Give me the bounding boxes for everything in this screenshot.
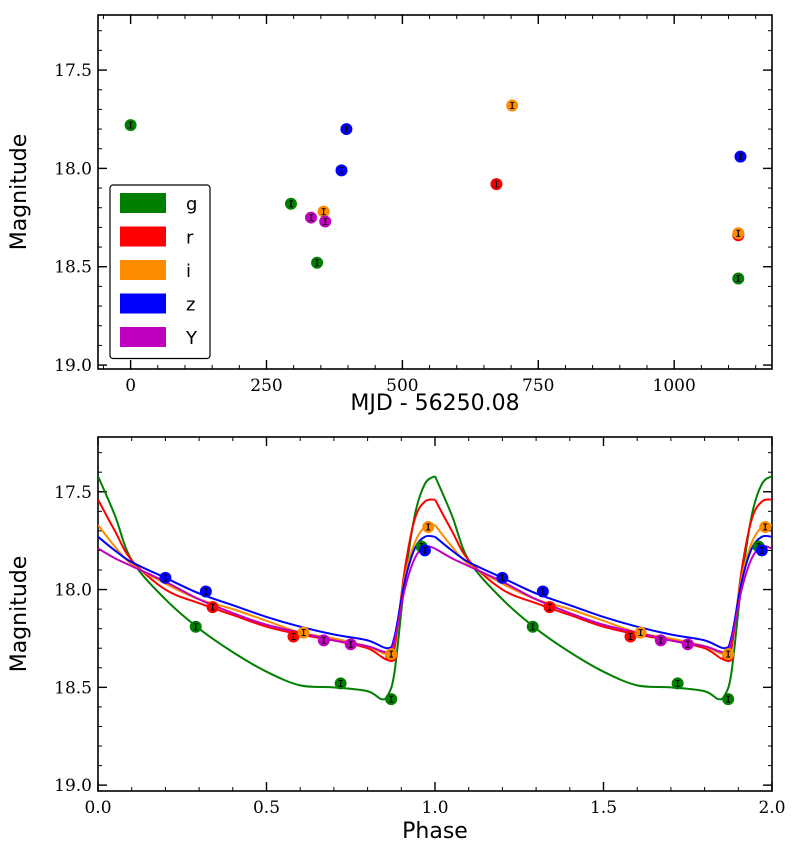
legend-label-z: z [186,295,195,316]
x-tick-label: 2.0 [758,798,785,818]
y-axis-label: Magnitude [7,134,32,251]
legend-swatch-g [120,193,166,213]
legend-label-g: g [186,194,197,215]
light-curve-g-band [98,475,436,701]
legend-swatch-Y [120,327,166,347]
x-tick-label: 0.5 [253,798,280,818]
legend-label-Y: Y [185,328,198,349]
legend-swatch-r [120,226,166,247]
plot-content [98,475,772,706]
legend-swatch-z [120,293,166,314]
y-tick-label: 18.0 [54,581,92,601]
light-curve-i-band [98,523,436,656]
light-curve-i-band [434,523,772,656]
x-tick-label: 500 [386,376,418,396]
light-curve-g-band [434,475,772,701]
top-panel-mjd-plot: 0 250 500 750 1000 17.5 18.0 18.5 19.0 MJD - 5625… [7,14,773,416]
x-axis-label: MJD - 56250.08 [350,391,519,416]
x-tick-label: 0 [125,376,136,396]
x-tick-label: 0.0 [84,798,111,818]
x-tick-label: 1.0 [421,798,448,818]
y-tick-label: 18.0 [54,159,92,179]
x-axis-label: Phase [402,819,468,844]
y-tick-label: 19.0 [54,356,92,376]
legend-swatch-i [120,260,166,280]
plot-content [124,99,747,285]
plot-frame [97,14,773,370]
x-tick-label: 1000 [653,376,696,396]
y-tick-label: 18.5 [54,258,92,278]
legend-label-i: i [186,261,191,282]
light-curve-r-band [434,498,772,662]
y-tick-label: 17.5 [54,61,92,81]
x-tick-label: 1.5 [590,798,617,818]
light-curve-z-band [98,534,436,650]
x-tick-label: 750 [522,376,554,396]
light-curve-z-band [434,534,772,650]
y-tick-label: 17.5 [54,483,92,503]
y-axis-label: Magnitude [7,556,32,673]
bottom-panel-phase-plot: 0.0 0.5 1.0 1.5 2.0 17.5 18.0 18.5 19.0 Phase Magn… [7,436,786,844]
y-tick-label: 19.0 [54,776,92,796]
light-curve-Y-band [98,545,436,654]
y-tick-label: 18.5 [54,678,92,698]
x-tick-label: 250 [250,376,282,396]
legend-label-r: r [186,228,194,249]
plot-frame [97,436,773,792]
light-curve-Y-band [434,545,772,654]
light-curve-r-band [98,498,436,662]
